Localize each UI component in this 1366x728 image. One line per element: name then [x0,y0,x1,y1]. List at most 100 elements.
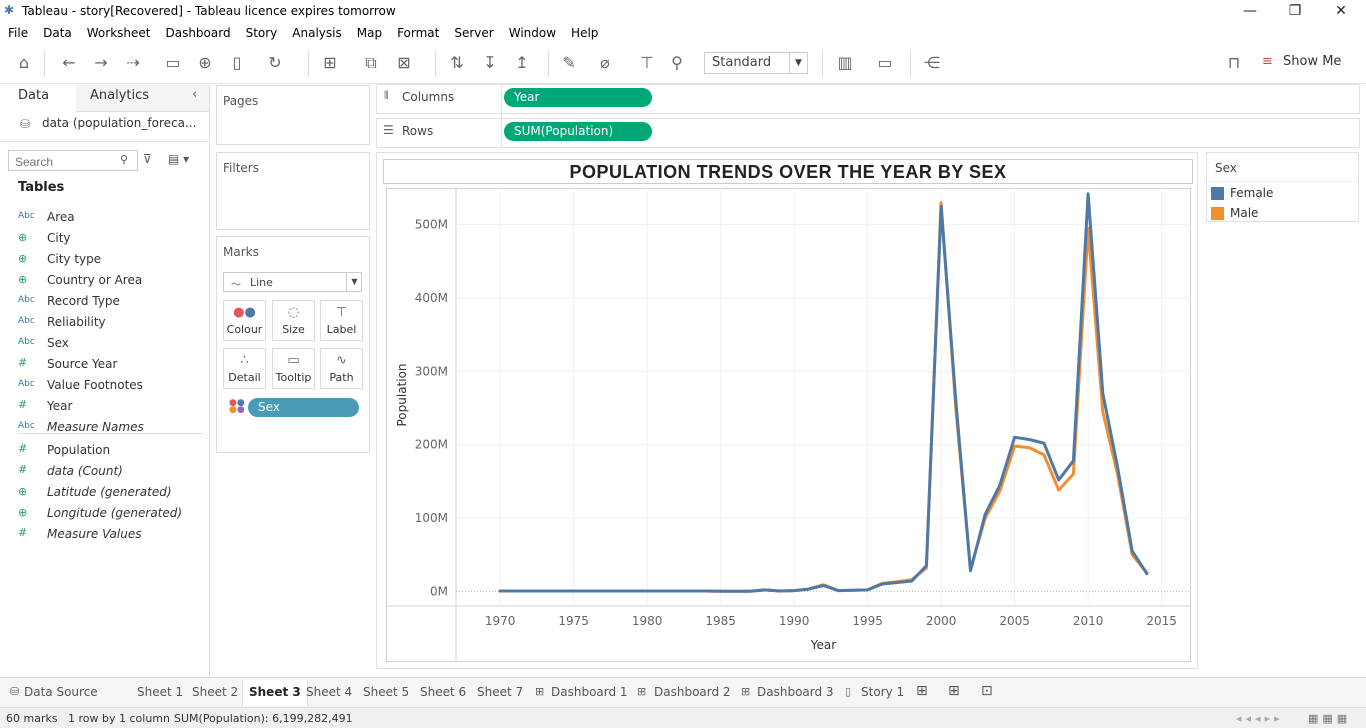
search-input[interactable] [8,150,138,171]
line-chart[interactable]: 0M 100M 200M 300M 400M 500M 1970 1975 1980 1985 19… [386,188,1191,662]
menu-format[interactable]: Format [397,26,440,40]
tab-sheet-3[interactable]: Sheet 3 [242,680,308,706]
tab-analytics[interactable]: Analytics [90,88,150,103]
share-icon[interactable]: ⋲ [924,53,940,72]
field-item[interactable]: # data (Count) [18,462,208,482]
colour-button[interactable]: ●● Colour [223,300,266,341]
new-dashboard-tab-icon[interactable]: ⊞ [948,683,960,699]
menu-worksheet[interactable]: Worksheet [86,26,151,40]
field-item[interactable]: # Year [18,397,208,417]
sex-color-pill[interactable]: Sex [248,398,359,417]
minimize-button[interactable]: — [1243,3,1257,19]
field-item[interactable]: Abc Value Footnotes [18,376,208,396]
tab-dashboard-3[interactable]: Dashboard 3 [757,685,834,699]
sort-ascending-icon[interactable]: ↧ [483,53,497,72]
close-button[interactable]: ✕ [1335,3,1347,19]
redo-icon[interactable]: → [94,53,108,72]
group-members-icon[interactable]: ⌀ [600,53,610,72]
new-worksheet-tab-icon[interactable]: ⊞ [916,683,928,699]
refresh-icon[interactable]: ↻ [268,53,282,72]
clear-sheet-icon[interactable]: ⊠ [397,53,411,72]
new-worksheet-icon[interactable]: ⊞ [323,53,337,72]
field-item[interactable]: # Population [18,441,208,461]
divider [1207,181,1358,182]
menu-map[interactable]: Map [356,26,383,40]
restore-button[interactable]: ❐ [1288,3,1302,19]
show-me-button[interactable]: Show Me [1283,54,1342,69]
tab-dashboard-2[interactable]: Dashboard 2 [654,685,731,699]
tab-data-source[interactable]: Data Source [24,685,98,699]
menu-help[interactable]: Help [571,26,599,40]
tab-sheet-6[interactable]: Sheet 6 [420,685,467,699]
menu-server[interactable]: Server [454,26,494,40]
new-story-tab-icon[interactable]: ⊡ [981,683,993,699]
tab-story-1[interactable]: Story 1 [861,685,905,699]
field-item[interactable]: ⊕ Longitude (generated) [18,504,208,524]
tableau-logo-icon: ✱ [4,3,15,17]
tab-dashboard-1[interactable]: Dashboard 1 [551,685,628,699]
sheet-navigation-icon[interactable]: ◂◂◂▸▸ [1236,712,1284,725]
undo-icon[interactable]: ← [62,53,76,72]
swap-axes-icon[interactable]: ⇅ [450,53,464,72]
field-item[interactable]: # Source Year [18,355,208,375]
tab-sheet-7[interactable]: Sheet 7 [477,685,524,699]
menu-window[interactable]: Window [508,26,557,40]
field-name: Country or Area [47,273,143,287]
path-button[interactable]: ∿ Path [320,348,363,389]
globe-icon: ⊕ [18,231,28,244]
duplicate-sheet-icon[interactable]: ⧉ [365,53,377,72]
field-item[interactable]: ⊕ Latitude (generated) [18,483,208,503]
sort-descending-icon[interactable]: ↥ [515,53,529,72]
series-line-female[interactable] [498,192,1149,593]
highlight-icon[interactable]: ✎ [562,53,576,72]
fit-mode-select[interactable]: Standard ▼ [704,52,808,74]
view-mode-icon[interactable]: ▦▦▦ [1308,712,1352,725]
field-item[interactable]: Abc Reliability [18,313,208,333]
detail-label: Detail [228,371,261,384]
menu-analysis[interactable]: Analysis [292,26,342,40]
menu-story[interactable]: Story [245,26,278,40]
menu-dashboard[interactable]: Dashboard [165,26,231,40]
show-labels-icon[interactable]: ⊤ [640,53,654,72]
datasource-icon: ⛁ [20,117,31,131]
home-icon[interactable]: ⌂ [18,53,30,72]
population-row-pill[interactable]: SUM(Population) [504,122,652,141]
field-item[interactable]: ⊕ Country or Area [18,271,208,291]
tab-data-bg [0,84,76,112]
tab-sheet-2[interactable]: Sheet 2 [192,685,239,699]
format-painter-icon[interactable]: ⊓ [1227,53,1241,72]
field-item[interactable]: ⊕ City [18,229,208,249]
field-item[interactable]: Abc Sex [18,334,208,354]
field-item[interactable]: Abc Area [18,208,208,228]
mark-type-select[interactable]: 〜 Line ▼ [223,272,362,292]
field-item[interactable]: Abc Measure Names [18,418,208,438]
year-column-pill[interactable]: Year [504,88,652,107]
detail-button[interactable]: ∴ Detail [223,348,266,389]
save-icon[interactable]: ▭ [165,53,181,72]
replay-icon[interactable]: ⇢ [126,53,140,72]
field-item[interactable]: # Measure Values [18,525,208,545]
number-icon: # [18,356,28,369]
collapse-pane-icon[interactable]: ‹ [192,87,198,102]
tab-sheet-4[interactable]: Sheet 4 [306,685,353,699]
presentation-mode-icon[interactable]: ▭ [877,53,893,72]
tab-data[interactable]: Data [18,88,50,103]
show-cards-icon[interactable]: ▥ [837,53,853,72]
label-button[interactable]: ⊤ Label [320,300,363,341]
menu-file[interactable]: File [8,26,29,40]
fit-mode-value: Standard [712,55,772,70]
fix-axes-icon[interactable]: ⚲ [671,53,683,72]
view-options-icon[interactable]: ▤ ▾ [168,152,190,166]
new-datasource-icon[interactable]: ⊕ [198,53,212,72]
tab-sheet-5[interactable]: Sheet 5 [363,685,410,699]
tab-sheet-1[interactable]: Sheet 1 [137,685,184,699]
filter-icon[interactable]: ⊽ [143,152,152,166]
menu-data[interactable]: Data [43,26,72,40]
tooltip-button[interactable]: ▭ Tooltip [272,348,315,389]
data-source-name[interactable]: data (population_foreca... [42,116,197,130]
field-item[interactable]: Abc Record Type [18,292,208,312]
size-button[interactable]: ◌ Size [272,300,315,341]
field-name: Record Type [47,294,120,308]
pause-updates-icon[interactable]: ▯ [232,53,242,72]
field-item[interactable]: ⊕ City type [18,250,208,270]
